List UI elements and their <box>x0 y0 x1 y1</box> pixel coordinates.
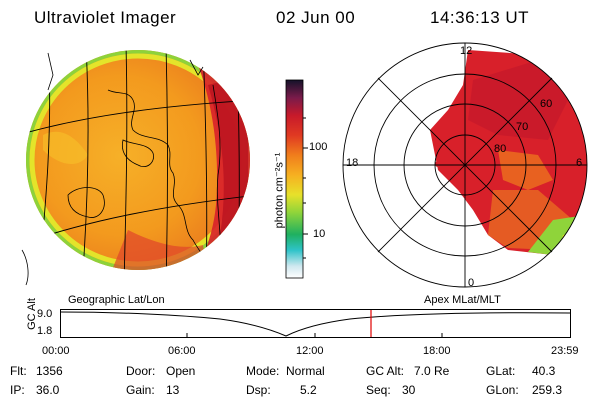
polar-plot <box>342 42 588 288</box>
mode-value: Normal <box>286 364 325 378</box>
altitude-ytick-min: 1.8 <box>37 325 53 337</box>
mlt-label-0: 0 <box>468 277 475 289</box>
lat-label-70: 70 <box>516 121 529 133</box>
observation-date: 02 Jun 00 <box>276 8 356 27</box>
mlt-label-18: 18 <box>346 157 359 169</box>
flight-key: Flt: <box>10 364 27 378</box>
lat-label-60: 60 <box>540 98 553 110</box>
door-value: Open <box>166 364 196 378</box>
time-tick-1200: 12:00 <box>296 345 324 357</box>
glon-key: GLon: <box>486 383 519 397</box>
apex-panel-label: Apex MLat/MLT <box>424 294 501 306</box>
gc-alt-key: GC Alt: <box>366 364 405 378</box>
geographic-image <box>21 50 250 286</box>
observation-time: 14:36:13 UT <box>430 8 530 27</box>
time-tick-0000: 00:00 <box>42 345 70 357</box>
polar-grid <box>342 42 588 288</box>
mlt-label-6: 6 <box>576 157 583 169</box>
geographic-panel-label: Geographic Lat/Lon <box>68 294 165 306</box>
ip-key: IP: <box>10 383 25 397</box>
mode-key: Mode: <box>246 364 280 378</box>
flight-value: 1356 <box>36 364 63 378</box>
dsp-key: Dsp: <box>246 383 271 397</box>
time-tick-0600: 06:00 <box>168 345 196 357</box>
seq-key: Seq: <box>366 383 391 397</box>
glon-value: 259.3 <box>532 383 563 397</box>
glat-value: 40.3 <box>532 364 556 378</box>
gain-value: 13 <box>166 383 180 397</box>
door-key: Door: <box>126 364 156 378</box>
colorbar-unit-label: photon cm⁻²s⁻¹ <box>273 152 286 229</box>
time-tick-2359: 23:59 <box>551 345 579 357</box>
ip-value: 36.0 <box>36 383 60 397</box>
colorbar-tick-10: 10 <box>313 228 326 240</box>
altitude-curve <box>60 311 571 337</box>
altitude-strip <box>60 309 571 338</box>
instrument-title: Ultraviolet Imager <box>34 8 177 27</box>
coastlines <box>26 84 222 270</box>
time-tick-1800: 18:00 <box>423 345 451 357</box>
seq-value: 30 <box>402 383 416 397</box>
dsp-value: 5.2 <box>300 383 317 397</box>
colorbar-tick-100: 100 <box>309 141 328 153</box>
gain-key: Gain: <box>126 383 155 397</box>
gc-alt-value: 7.0 Re <box>414 364 450 378</box>
colorbar <box>285 79 308 279</box>
mlt-label-12: 12 <box>460 45 473 57</box>
glat-key: GLat: <box>486 364 516 378</box>
lat-label-80: 80 <box>494 143 507 155</box>
altitude-ytick-max: 9.0 <box>37 308 53 320</box>
